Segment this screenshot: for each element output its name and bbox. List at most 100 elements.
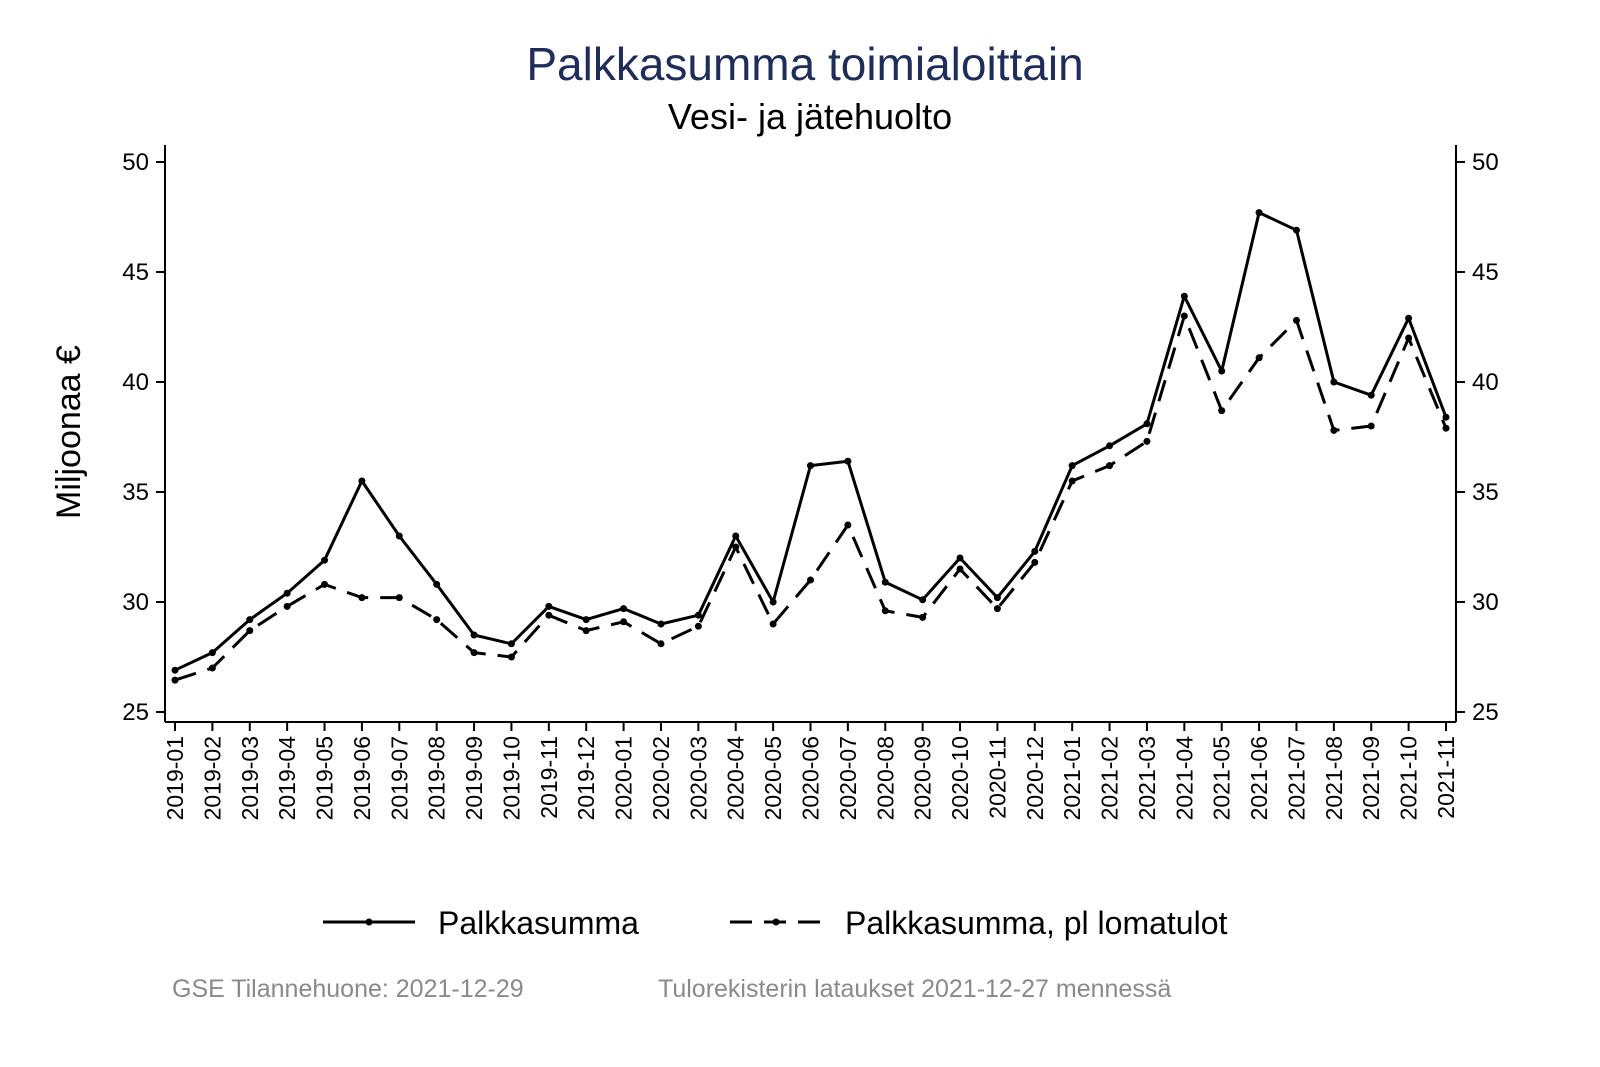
x-tick-label: 2020-06 — [798, 736, 824, 820]
data-point — [1442, 413, 1450, 421]
data-point — [1218, 407, 1226, 415]
data-point — [1330, 378, 1338, 386]
series-line-pl-lomatulot — [174, 314, 1448, 682]
y-tick-label-right: 45 — [1472, 259, 1499, 286]
data-point — [1180, 292, 1188, 300]
data-point — [769, 620, 777, 628]
data-point — [807, 576, 814, 584]
x-tick-label: 2021-10 — [1396, 736, 1422, 820]
data-point — [246, 627, 254, 635]
x-tick-label: 2021-03 — [1134, 736, 1160, 820]
data-point — [1442, 424, 1450, 432]
data-point — [321, 556, 329, 564]
x-tick-label: 2021-05 — [1209, 736, 1235, 820]
x-tick-label: 2019-08 — [424, 736, 450, 820]
data-point — [1106, 442, 1114, 450]
data-point — [1031, 547, 1039, 555]
x-tick-label: 2020-03 — [685, 736, 711, 820]
data-point — [1180, 312, 1188, 320]
footer-source: GSE Tilannehuone: 2021-12-29 — [172, 975, 524, 1003]
x-tick-label: 2020-02 — [648, 736, 674, 820]
data-point — [769, 598, 777, 606]
data-point — [881, 607, 889, 615]
data-point — [1330, 426, 1338, 434]
data-point — [1143, 420, 1151, 428]
data-point — [470, 649, 478, 657]
data-point — [919, 613, 927, 621]
axes: 25 25 30 30 35 35 40 40 45 45 50 50 2019-01 2019-02 20… — [122, 145, 1499, 821]
x-tick-label: 2021-07 — [1283, 736, 1309, 820]
data-point — [507, 653, 515, 661]
data-point — [881, 578, 889, 586]
x-tick-label: 2020-08 — [872, 736, 898, 820]
data-point — [657, 640, 665, 648]
x-tick-label: 2020-10 — [947, 736, 973, 820]
y-tick-label-left: 45 — [122, 259, 149, 286]
x-tick-label: 2020-05 — [760, 736, 786, 820]
data-point — [732, 543, 740, 551]
data-point — [1218, 367, 1226, 375]
data-point — [620, 618, 628, 626]
data-point — [1031, 558, 1039, 566]
data-point — [582, 616, 590, 624]
chart-title: Palkkasumma toimialoittain — [526, 38, 1083, 90]
data-point — [1143, 437, 1151, 445]
legend: Palkkasumma Palkkasumma, pl lomatulot — [323, 905, 1227, 941]
legend-dashed-marker — [772, 918, 780, 926]
x-tick-label: 2021-04 — [1171, 736, 1197, 821]
x-tick-label: 2021-09 — [1358, 736, 1384, 820]
y-tick-label-left: 30 — [122, 589, 149, 616]
data-point — [844, 521, 852, 529]
data-point — [582, 627, 590, 635]
series-group — [171, 209, 1450, 684]
x-tick-label: 2021-06 — [1246, 736, 1272, 820]
data-point — [395, 594, 403, 602]
y-tick-label-left: 50 — [122, 149, 149, 176]
x-tick-label: 2021-11 — [1433, 736, 1459, 819]
data-point — [993, 594, 1001, 602]
x-tick-label: 2020-09 — [910, 736, 936, 820]
data-point — [1367, 391, 1375, 399]
data-point — [246, 616, 254, 624]
x-tick-label: 2020-11 — [984, 736, 1010, 819]
x-tick-label: 2019-07 — [386, 736, 412, 820]
data-point — [657, 620, 665, 628]
data-point — [433, 616, 441, 624]
data-point — [1405, 314, 1413, 322]
x-tick-label: 2019-01 — [162, 736, 188, 820]
x-tick-label: 2019-04 — [274, 736, 300, 821]
data-point — [1068, 462, 1076, 470]
x-tick-label: 2019-09 — [461, 736, 487, 820]
x-tick-label: 2021-08 — [1321, 736, 1347, 820]
x-tick-label: 2021-02 — [1097, 736, 1123, 820]
data-point — [1405, 334, 1413, 342]
data-point — [545, 602, 553, 610]
legend-solid-marker — [365, 918, 373, 926]
x-tick-label: 2020-07 — [835, 736, 861, 820]
x-tick-label: 2020-12 — [1022, 736, 1048, 820]
y-tick-label-right: 30 — [1472, 589, 1499, 616]
data-point — [694, 622, 702, 630]
data-point — [807, 462, 814, 470]
data-point — [470, 631, 478, 639]
data-point — [283, 589, 291, 597]
data-point — [956, 565, 964, 573]
data-point — [694, 611, 702, 619]
y-tick-label-right: 50 — [1472, 149, 1499, 176]
data-point — [283, 602, 291, 610]
x-tick-label: 2019-12 — [573, 736, 599, 820]
x-tick-label: 2019-11 — [536, 736, 562, 819]
data-point — [1106, 462, 1114, 470]
data-point — [1255, 354, 1263, 362]
data-point — [1367, 422, 1375, 430]
y-tick-label-left: 35 — [122, 479, 149, 506]
data-point — [433, 580, 441, 588]
footer-note: Tulorekisterin lataukset 2021-12-27 menn… — [658, 975, 1171, 1003]
data-point — [208, 649, 216, 657]
x-tick-label: 2021-01 — [1059, 736, 1085, 820]
y-tick-label-right: 25 — [1472, 699, 1499, 726]
y-tick-label-right: 35 — [1472, 479, 1499, 506]
data-point — [545, 611, 553, 619]
legend-label-pl-lomatulot: Palkkasumma, pl lomatulot — [845, 905, 1227, 941]
